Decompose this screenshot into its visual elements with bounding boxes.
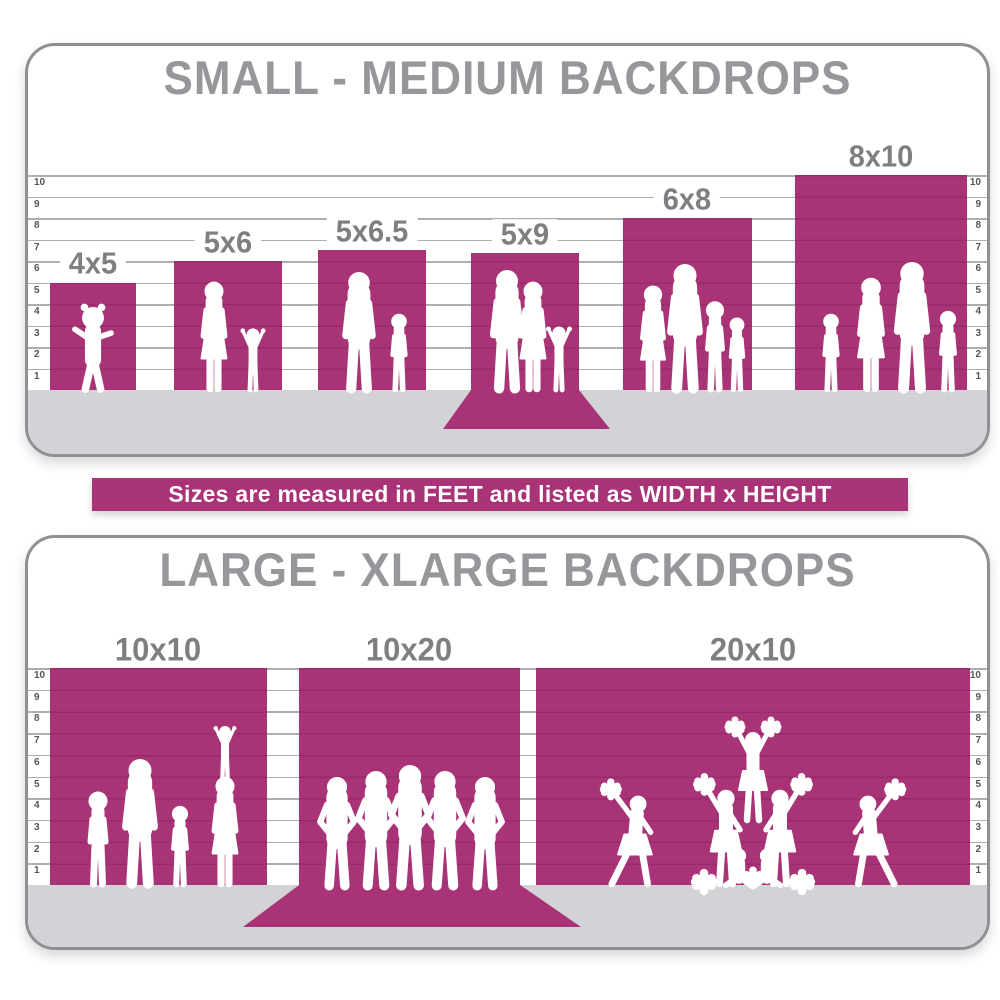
- father-child-silhouette: [318, 250, 426, 396]
- size-label-4x5: 4x5: [59, 247, 127, 282]
- ruler-number: 9: [34, 691, 40, 703]
- ruler-number: 1: [975, 370, 981, 382]
- ruler-number: 7: [975, 241, 981, 253]
- ruler-number: 3: [34, 821, 40, 833]
- ruler-number: 8: [975, 713, 981, 725]
- ruler-number: 5: [34, 778, 40, 790]
- ruler-number: 4: [34, 800, 40, 812]
- size-label-20x10: 20x10: [700, 632, 806, 668]
- foot-gridline: [28, 175, 987, 177]
- family-four-silhouette: [623, 218, 752, 396]
- backdrop-5x6: [174, 261, 282, 390]
- backdrop-5x9-sweep: [443, 390, 610, 429]
- ruler-number: 4: [975, 800, 981, 812]
- ruler-number: 8: [34, 220, 40, 231]
- measurement-note-banner: Sizes are measured in FEET and listed as…: [92, 478, 908, 511]
- ruler-number: 6: [975, 263, 981, 274]
- family-five-silhouette: [50, 668, 267, 891]
- ruler-number: 4: [34, 306, 40, 317]
- foot-gridline: [28, 218, 987, 220]
- ruler-number: 2: [34, 349, 40, 360]
- large-xlarge-title: LARGE - XLARGE BACKDROPS: [159, 544, 856, 597]
- size-label-5x6: 5x6: [194, 226, 262, 261]
- ruler-number: 3: [34, 327, 40, 339]
- ruler-number: 1: [975, 865, 981, 877]
- measurement-note-text: Sizes are measured in FEET and listed as…: [168, 481, 832, 507]
- ruler-number: 1: [34, 865, 40, 877]
- family-four-silhouette-2: [795, 175, 967, 396]
- ruler-number: 2: [975, 349, 981, 360]
- ruler-number: 9: [34, 198, 40, 210]
- ruler-number: 5: [34, 284, 40, 296]
- large-xlarge-panel: LARGE - XLARGE BACKDROPS 10x10 10x20 20x…: [25, 535, 990, 950]
- foot-gridline: [28, 196, 987, 199]
- ruler-number: 7: [34, 241, 40, 253]
- mother-child-silhouette: [174, 261, 282, 396]
- ruler-number: 8: [34, 713, 40, 725]
- ruler-number: 10: [34, 177, 46, 188]
- ruler-number: 6: [34, 756, 40, 768]
- ruler-number: 6: [34, 263, 40, 274]
- size-label-5x6-5: 5x6.5: [326, 215, 418, 250]
- ruler-number: 10: [969, 177, 981, 188]
- small-medium-panel: SMALL - MEDIUM BACKDROPS 4x5 5x6 5x6.5 5…: [25, 43, 990, 457]
- ruler-number: 10: [34, 670, 46, 681]
- size-label-8x10: 8x10: [839, 140, 923, 175]
- ruler-number: 3: [975, 821, 981, 833]
- backdrop-10x20-sweep: [243, 885, 581, 927]
- ruler-number: 7: [34, 735, 40, 747]
- ruler-number: 5: [975, 284, 981, 296]
- size-label-10x20: 10x20: [356, 632, 462, 668]
- ruler-number: 2: [34, 843, 40, 855]
- ruler-number: 9: [975, 198, 981, 210]
- small-medium-title: SMALL - MEDIUM BACKDROPS: [163, 52, 852, 105]
- size-label-10x10: 10x10: [105, 632, 211, 668]
- toddler-silhouette: [50, 283, 136, 396]
- men-group-silhouette: [299, 668, 520, 893]
- ruler-number: 10: [969, 670, 981, 681]
- size-label-5x9: 5x9: [491, 218, 559, 253]
- ruler-number: 9: [975, 691, 981, 703]
- couple-child-silhouette: [471, 253, 579, 396]
- ruler-number: 2: [975, 843, 981, 855]
- size-label-6x8: 6x8: [653, 183, 721, 218]
- ruler-number: 6: [975, 756, 981, 768]
- ruler-number: 3: [975, 327, 981, 339]
- ruler-number: 1: [34, 370, 40, 382]
- ruler-number: 8: [975, 220, 981, 231]
- cheerleaders-silhouette: [536, 668, 970, 896]
- ruler-number: 4: [975, 306, 981, 317]
- ruler-number: 7: [975, 735, 981, 747]
- ruler-number: 5: [975, 778, 981, 790]
